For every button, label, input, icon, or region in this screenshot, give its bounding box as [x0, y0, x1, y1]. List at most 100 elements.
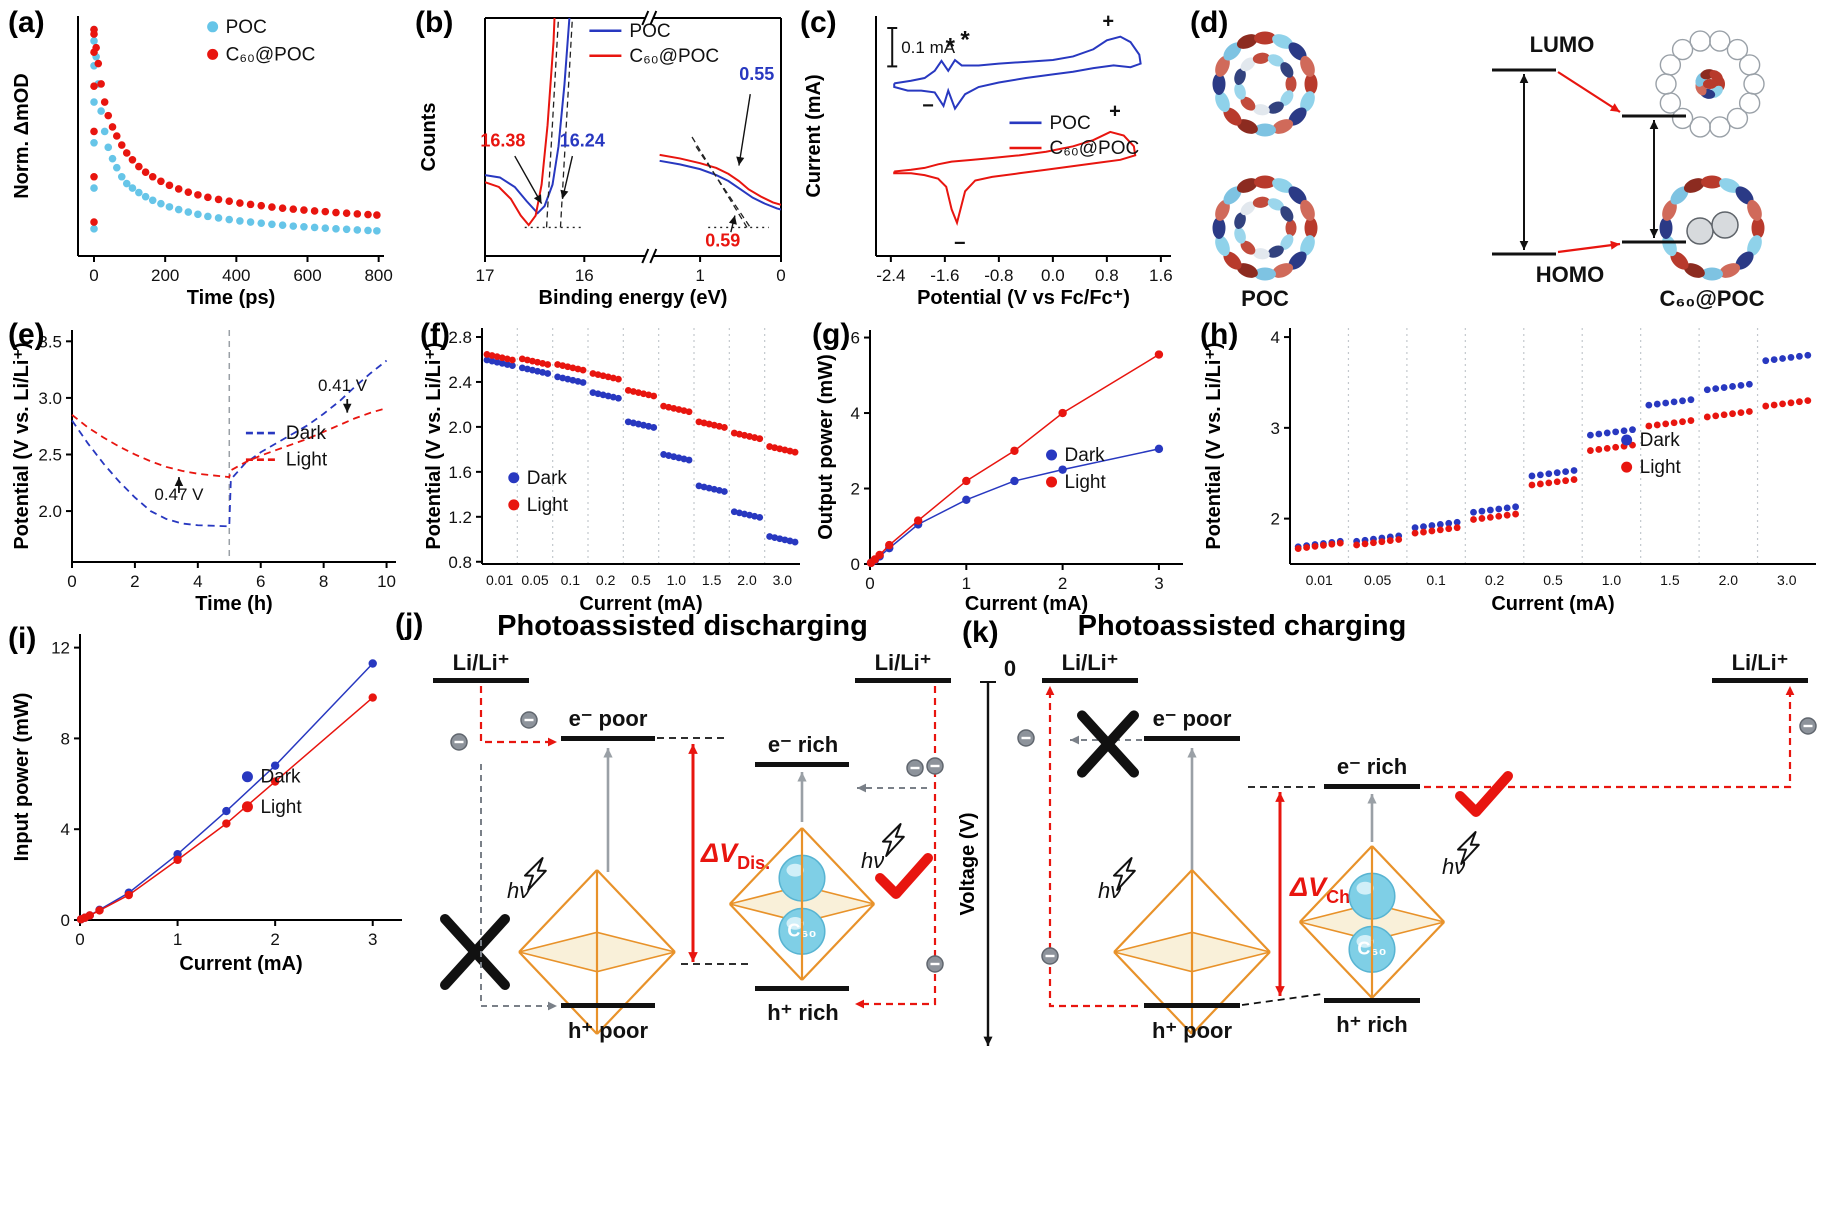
svg-text:0: 0 [89, 266, 98, 285]
panel-g-label: (g) [812, 318, 851, 351]
svg-text:4: 4 [61, 820, 70, 839]
svg-text:POC: POC [226, 17, 267, 38]
svg-text:e⁻ rich: e⁻ rich [1337, 754, 1407, 779]
panel-i: (i) 0 1 2 3 0 4 8 12 Current (mA) Input power (mW… [8, 622, 420, 978]
svg-text:Dark: Dark [1065, 445, 1106, 466]
svg-text:1: 1 [173, 930, 182, 949]
svg-text:C₆₀@POC: C₆₀@POC [1050, 138, 1140, 159]
svg-text:Light: Light [1640, 457, 1682, 478]
svg-text:0.8: 0.8 [1095, 266, 1119, 285]
panel-j-title: Photoassisted discharging [497, 610, 868, 642]
panel-b-chart: 17 16 1 0 Binding energy (eV) Counts 16.38 16.2… [418, 10, 786, 309]
svg-text:0: 0 [776, 266, 785, 285]
svg-text:1: 1 [962, 574, 971, 593]
svg-text:Potential (V vs. Li/Li⁺): Potential (V vs. Li/Li⁺) [1203, 342, 1225, 549]
svg-text:2.0: 2.0 [737, 572, 757, 588]
svg-text:3: 3 [368, 930, 377, 949]
svg-text:8: 8 [61, 729, 70, 748]
svg-text:C₆₀@POC: C₆₀@POC [226, 44, 316, 65]
svg-text:Time (h): Time (h) [195, 593, 272, 615]
svg-text:Counts: Counts [418, 103, 440, 172]
svg-text:2.0: 2.0 [38, 502, 62, 521]
svg-text:-0.8: -0.8 [984, 266, 1013, 285]
svg-text:4: 4 [851, 404, 860, 423]
svg-text:Dark: Dark [527, 468, 568, 489]
svg-text:3.0: 3.0 [1777, 572, 1797, 588]
svg-text:Li/Li⁺: Li/Li⁺ [453, 650, 510, 675]
svg-text:Current (mA): Current (mA) [179, 953, 302, 975]
svg-text:8: 8 [319, 572, 328, 591]
svg-text:Current (mA): Current (mA) [965, 593, 1088, 615]
svg-text:3.0: 3.0 [773, 572, 793, 588]
svg-text:800: 800 [364, 266, 392, 285]
svg-text:Potential (V vs. Li/Li⁺): Potential (V vs. Li/Li⁺) [11, 342, 33, 549]
svg-text:0.55: 0.55 [739, 64, 774, 84]
svg-text:0.0: 0.0 [1041, 266, 1065, 285]
panel-e-label: (e) [8, 318, 45, 351]
panel-e-chart: 0 2 4 6 8 10 2.0 2.5 3.0 3.5 Time (h) Potential (V … [11, 330, 396, 615]
panel-f-label: (f) [420, 318, 450, 351]
svg-text:1.5: 1.5 [702, 572, 722, 588]
svg-text:e⁻ rich: e⁻ rich [768, 732, 838, 757]
panel-h-chart: 0.01 0.05 0.1 0.2 0.5 1.0 1.5 2.0 3.0 2 3 4 Current … [1203, 328, 1816, 615]
panel-d-label: (d) [1190, 6, 1229, 39]
panel-c-label: (c) [800, 6, 837, 39]
svg-text:2: 2 [1058, 574, 1067, 593]
svg-text:0.2: 0.2 [1485, 572, 1505, 588]
svg-text:0: 0 [865, 574, 874, 593]
svg-text:1.0: 1.0 [1602, 572, 1622, 588]
panel-d: (d) LUMO HOMO POC C₆₀@POC [1190, 6, 1830, 312]
svg-text:Li/Li⁺: Li/Li⁺ [875, 650, 932, 675]
svg-text:Current (mA): Current (mA) [1491, 593, 1614, 615]
svg-text:1: 1 [695, 266, 704, 285]
svg-text:Binding energy (eV): Binding energy (eV) [539, 287, 728, 309]
svg-text:0.8: 0.8 [448, 553, 472, 572]
svg-text:hν: hν [507, 878, 530, 903]
svg-text:POC: POC [1050, 113, 1091, 134]
panel-c-chart: -2.4 -1.6 -0.8 0.0 0.8 1.6 Potential (V vs Fc/… [803, 11, 1173, 309]
svg-text:2: 2 [851, 480, 860, 499]
panel-f-chart: 0.01 0.05 0.1 0.2 0.5 1.0 1.5 2.0 3.0 0.8 1.2 1.6 2.… [423, 328, 800, 615]
panel-k-label: (k) [962, 616, 999, 649]
svg-text:4: 4 [193, 572, 202, 591]
svg-text:16.38: 16.38 [480, 131, 525, 151]
panel-a-label: (a) [8, 6, 45, 39]
svg-text:0: 0 [851, 555, 860, 574]
svg-text:C₆₀@POC: C₆₀@POC [1660, 286, 1765, 311]
svg-text:ΔVDis.: ΔVDis. [700, 838, 770, 873]
svg-text:−: − [954, 233, 966, 255]
svg-text:+: + [1109, 101, 1121, 123]
svg-text:0.5: 0.5 [631, 572, 651, 588]
panel-k-title: Photoassisted charging [1077, 610, 1407, 642]
svg-text:*: * [960, 26, 970, 53]
svg-text:16: 16 [575, 266, 594, 285]
svg-text:6: 6 [256, 572, 265, 591]
svg-text:0.1 mA: 0.1 mA [901, 38, 956, 57]
panel-b-label: (b) [415, 6, 454, 39]
svg-text:200: 200 [151, 266, 179, 285]
svg-text:0.47 V: 0.47 V [154, 485, 204, 504]
panel-g-chart: 0 1 2 3 0 2 4 6 Current (mA) Output power (mW) Dar… [815, 329, 1183, 615]
svg-text:Time (ps): Time (ps) [187, 287, 276, 309]
svg-text:Voltage (V): Voltage (V) [957, 813, 979, 916]
svg-text:0: 0 [1004, 656, 1016, 681]
panel-h: (h) 0.01 0.05 0.1 0.2 0.5 1.0 1.5 2.0 3.0 2 3 4 Curr… [1200, 318, 1832, 618]
svg-text:Potential (V vs. Li/Li⁺): Potential (V vs. Li/Li⁺) [423, 342, 445, 549]
svg-text:Current (mA): Current (mA) [579, 593, 702, 615]
panel-i-label: (i) [8, 622, 37, 655]
svg-text:1.5: 1.5 [1660, 572, 1680, 588]
svg-text:1.6: 1.6 [448, 463, 472, 482]
svg-text:3.5: 3.5 [38, 332, 62, 351]
svg-text:1.0: 1.0 [667, 572, 687, 588]
svg-text:2.0: 2.0 [448, 418, 472, 437]
svg-text:*: * [946, 34, 956, 61]
svg-text:Output power (mW): Output power (mW) [815, 354, 837, 540]
panel-a: (a) 0 200 400 600 800 Time (ps) Norm. ΔmOD POC C… [8, 6, 400, 312]
svg-text:Dark: Dark [286, 423, 327, 444]
svg-text:17: 17 [476, 266, 495, 285]
panel-h-label: (h) [1200, 318, 1239, 351]
